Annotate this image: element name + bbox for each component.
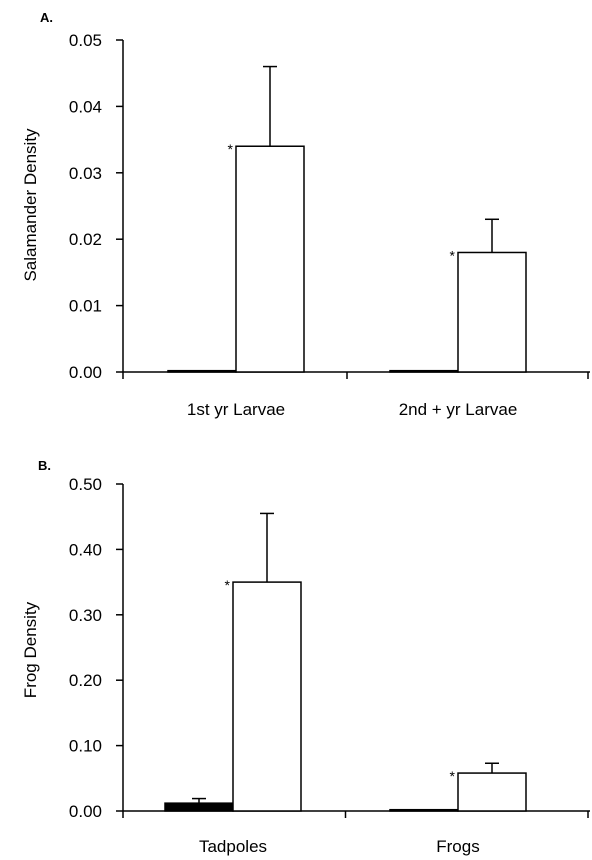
panel-b-y-tick-label: 0.10 [69,737,102,756]
panel-b-significance-star: * [225,577,231,593]
panel-a-salamander-density: A. Salamander Density 0.00 0.01 0.02 0.03 0.… [21,10,590,419]
panel-a-y-tick-label: 0.01 [69,297,102,316]
panel-b-frog-density: B. Frog Density 0.00 0.10 0.20 0.30 0.40 0.50… [21,458,590,856]
panel-b-y-tick-label: 0.30 [69,606,102,625]
panel-a-y-tick-label: 0.05 [69,31,102,50]
panel-b-y-tick-label: 0.20 [69,671,102,690]
panel-b-label: B. [38,458,51,473]
panel-a-significance-star: * [228,141,234,157]
panel-a-bar [389,369,459,373]
panel-a-bar [457,251,527,373]
panel-a-y-tick-label: 0.00 [69,363,102,382]
panel-b-category-label: Frogs [436,837,479,856]
panel-a-significance-star: * [450,247,456,263]
panel-a-category-label: 1st yr Larvae [187,400,285,419]
panel-b-bar [457,772,527,812]
panel-a-y-tick-label: 0.02 [69,230,102,249]
panel-a-label: A. [40,10,53,25]
panel-b-y-tick-label: 0.40 [69,540,102,559]
panel-b-bar [164,802,234,812]
panel-a-y-tick-label: 0.04 [69,97,102,116]
panel-b-y-tick-label: 0.50 [69,475,102,494]
panel-b-bar [232,581,302,812]
panel-b-significance-star: * [450,768,456,784]
panel-b-y-axis-title: Frog Density [21,601,40,698]
panel-a-y-axis-title: Salamander Density [21,128,40,282]
panel-a-bar [235,145,305,373]
panel-a-bar [167,369,237,373]
panel-a-category-label: 2nd + yr Larvae [399,400,518,419]
panel-a-y-tick-label: 0.03 [69,164,102,183]
panel-b-y-tick-label: 0.00 [69,802,102,821]
panel-b-bar [389,808,459,812]
panel-b-category-label: Tadpoles [199,837,267,856]
